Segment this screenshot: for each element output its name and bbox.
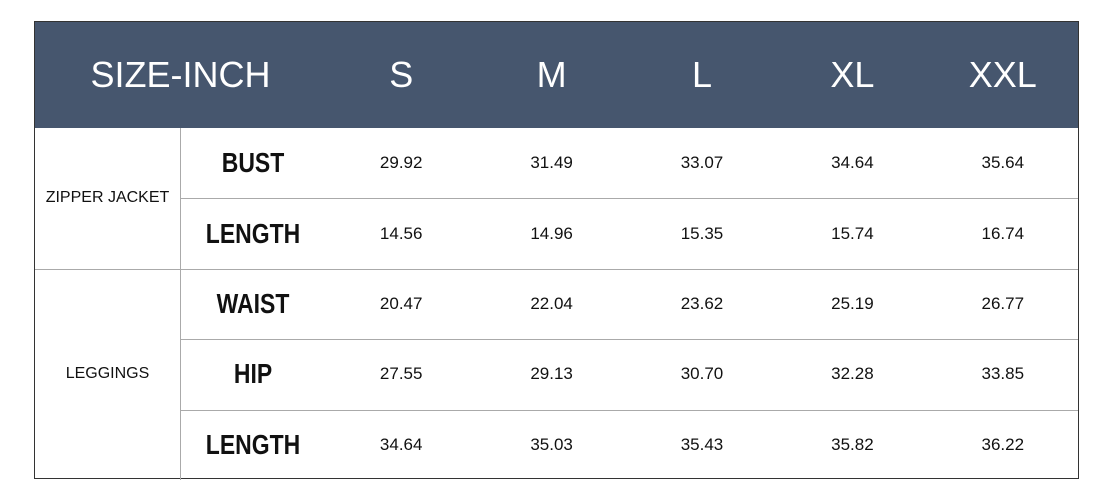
size-header: M (476, 22, 627, 128)
column-divider (180, 128, 181, 480)
value-text: 22.04 (530, 293, 573, 313)
value: 14.56 (326, 198, 476, 268)
value-text: 14.56 (379, 223, 423, 243)
size-table: SIZE-INCH S M L XL XXL ZIPPER JACKET BUST 29.92 3… (34, 21, 1079, 480)
value: 35.64 (928, 128, 1078, 198)
size-header-text: XL (830, 54, 875, 95)
row-label-text: WAIST (216, 287, 290, 319)
row-divider (180, 339, 1078, 341)
value-text: 36.22 (981, 434, 1025, 454)
value-text: 26.77 (981, 293, 1025, 313)
value-text: 34.64 (831, 153, 874, 173)
row-divider (180, 198, 1078, 200)
value-text: 31.49 (530, 153, 573, 173)
value: 34.64 (777, 128, 927, 198)
header-title-text: SIZE-INCH (90, 54, 271, 95)
group-name-text: ZIPPER JACKET (45, 189, 170, 207)
value: 36.22 (928, 410, 1078, 480)
row-label: BUST (193, 128, 313, 198)
size-header-text: L (691, 54, 712, 95)
value-text: 33.85 (981, 364, 1025, 384)
value: 35.03 (476, 410, 626, 480)
value: 33.07 (627, 128, 777, 198)
value-text: 32.28 (831, 364, 874, 384)
header-title: SIZE-INCH (35, 22, 326, 128)
value-text: 23.62 (680, 293, 724, 313)
value-text: 29.92 (379, 153, 423, 173)
value: 22.04 (476, 269, 626, 339)
value-text: 35.64 (981, 153, 1025, 173)
row-label-text: BUST (221, 147, 285, 179)
value-text: 35.82 (831, 434, 874, 454)
value: 27.55 (326, 339, 476, 409)
value: 30.70 (627, 339, 777, 409)
value: 23.62 (627, 269, 777, 339)
value: 34.64 (326, 410, 476, 480)
value-text: 16.74 (981, 223, 1025, 243)
value-text: 30.70 (680, 364, 724, 384)
value: 35.82 (777, 410, 927, 480)
value: 25.19 (777, 269, 927, 339)
row-label: LENGTH (193, 410, 313, 480)
row-label-text: LENGTH (205, 428, 301, 460)
value: 15.74 (777, 198, 927, 268)
row-label-text: LENGTH (205, 217, 301, 249)
value-text: 35.43 (680, 434, 724, 454)
value: 33.85 (928, 339, 1078, 409)
value: 29.13 (476, 339, 626, 409)
value: 35.43 (627, 410, 777, 480)
value-text: 33.07 (680, 153, 724, 173)
size-header-text: XXL (968, 54, 1037, 95)
row-divider (180, 409, 1078, 411)
row-label: LENGTH (193, 198, 313, 268)
value-text: 20.47 (379, 293, 423, 313)
value: 15.35 (627, 198, 777, 268)
value: 14.96 (476, 198, 626, 268)
group-name-text: LEGGINGS (65, 365, 150, 383)
value-text: 34.64 (379, 434, 423, 454)
value: 16.74 (928, 198, 1078, 268)
value-text: 15.35 (680, 223, 724, 243)
value-text: 27.55 (379, 364, 423, 384)
group-divider (35, 268, 1078, 270)
row-label: WAIST (193, 269, 313, 339)
size-header-text: M (536, 54, 567, 95)
size-header-text: S (389, 54, 414, 95)
size-header: S (326, 22, 477, 128)
group-name: LEGGINGS (35, 269, 180, 480)
size-header: XXL (927, 22, 1078, 128)
value-text: 35.03 (530, 434, 573, 454)
value-text: 15.74 (831, 223, 874, 243)
value-text: 14.96 (530, 223, 573, 243)
row-label-text: HIP (233, 358, 273, 390)
value-text: 29.13 (530, 364, 573, 384)
value: 26.77 (928, 269, 1078, 339)
value: 29.92 (326, 128, 476, 198)
size-header: L (626, 22, 778, 128)
value: 31.49 (476, 128, 626, 198)
value: 32.28 (777, 339, 927, 409)
value-text: 25.19 (831, 293, 874, 313)
value: 20.47 (326, 269, 476, 339)
size-header: XL (777, 22, 928, 128)
group-name: ZIPPER JACKET (35, 128, 180, 269)
row-label: HIP (193, 339, 313, 409)
